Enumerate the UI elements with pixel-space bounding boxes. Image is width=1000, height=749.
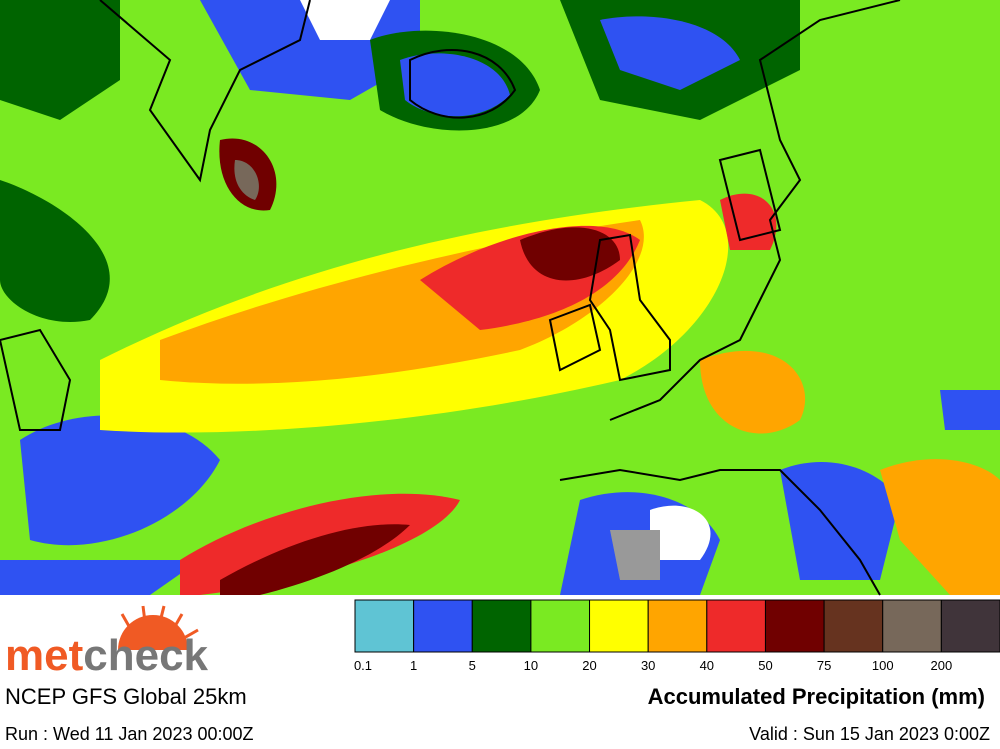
legend-swatch xyxy=(764,599,825,653)
legend-swatch xyxy=(706,599,766,653)
legend-swatch xyxy=(471,599,532,653)
legend-swatch xyxy=(413,599,473,653)
legend-swatch xyxy=(823,599,884,653)
legend-label: 200 xyxy=(931,658,953,673)
valid-time: Valid : Sun 15 Jan 2023 0:00Z xyxy=(749,724,990,744)
legend-title: Accumulated Precipitation (mm) xyxy=(648,684,985,709)
legend-label: 5 xyxy=(469,658,476,673)
legend-label: 10 xyxy=(524,658,538,673)
legend: 0.1 1 5 10 20 30 40 50 75 100 200 xyxy=(354,599,1000,673)
legend-swatch xyxy=(940,599,1000,653)
legend-swatch xyxy=(354,599,415,653)
legend-label: 1 xyxy=(410,658,417,673)
legend-label: 50 xyxy=(758,658,772,673)
legend-label: 0.1 xyxy=(354,658,372,673)
legend-swatch xyxy=(530,599,591,653)
model-name: NCEP GFS Global 25km xyxy=(5,684,247,709)
legend-swatch xyxy=(589,599,649,653)
legend-label: 75 xyxy=(817,658,831,673)
legend-label: 100 xyxy=(872,658,894,673)
run-time: Run : Wed 11 Jan 2023 00:00Z xyxy=(5,724,254,744)
logo: metcheck xyxy=(5,605,209,680)
legend-swatch xyxy=(882,599,942,653)
legend-label: 30 xyxy=(641,658,655,673)
precipitation-map xyxy=(0,0,1000,596)
legend-label: 20 xyxy=(582,658,596,673)
logo-text: metcheck xyxy=(5,631,209,680)
legend-swatch xyxy=(647,599,708,653)
legend-label: 40 xyxy=(700,658,714,673)
